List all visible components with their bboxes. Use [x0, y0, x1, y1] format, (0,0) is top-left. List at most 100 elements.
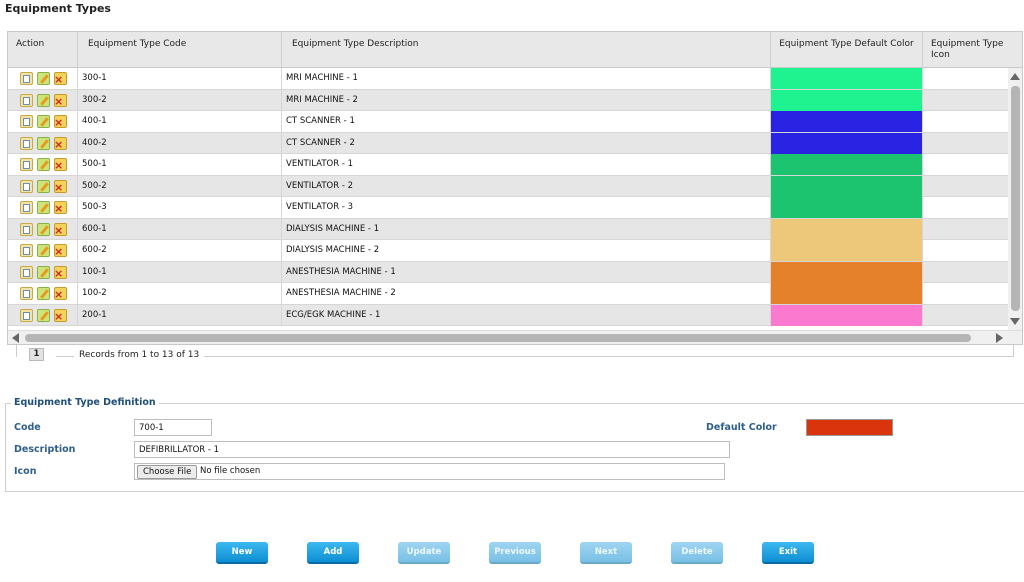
cell-description: ANESTHESIA MACHINE - 1: [282, 261, 771, 283]
description-input[interactable]: [134, 441, 730, 458]
cell-default-color: [771, 218, 923, 240]
cell-description: MRI MACHINE - 1: [282, 68, 771, 89]
edit-icon[interactable]: [37, 265, 50, 279]
view-icon[interactable]: [20, 287, 33, 300]
cell-icon: [923, 240, 1008, 261]
delete-icon[interactable]: [54, 136, 67, 150]
cell-icon: [923, 176, 1008, 197]
edit-icon[interactable]: [37, 287, 50, 300]
edit-icon[interactable]: [37, 158, 50, 171]
scroll-down-arrow-icon[interactable]: [1010, 318, 1020, 325]
add-button[interactable]: Add: [307, 542, 359, 564]
edit-icon[interactable]: [37, 72, 50, 85]
cell-default-color: [771, 154, 923, 175]
view-icon[interactable]: [20, 265, 33, 279]
horizontal-scroll-thumb[interactable]: [25, 334, 971, 342]
view-icon[interactable]: [20, 201, 33, 214]
delete-icon[interactable]: [54, 287, 67, 300]
cell-description: VENTILATOR - 1: [282, 154, 771, 175]
previous-button[interactable]: Previous: [489, 542, 541, 564]
edit-icon[interactable]: [37, 201, 50, 214]
column-header-description[interactable]: Equipment Type Description: [282, 32, 771, 68]
edit-icon[interactable]: [37, 93, 50, 107]
cell-description: DIALYSIS MACHINE - 2: [282, 240, 771, 261]
scroll-up-arrow-icon[interactable]: [1010, 73, 1020, 80]
update-button[interactable]: Update: [398, 542, 450, 564]
horizontal-scrollbar[interactable]: [8, 330, 1022, 344]
cell-description: CT SCANNER - 1: [282, 111, 771, 132]
table-row[interactable]: 400-2CT SCANNER - 2: [8, 132, 1008, 154]
edit-icon[interactable]: [37, 136, 50, 150]
cell-icon: [923, 68, 1008, 89]
new-button[interactable]: New: [216, 542, 268, 564]
delete-icon[interactable]: [54, 179, 67, 193]
delete-icon[interactable]: [54, 308, 67, 322]
delete-icon[interactable]: [54, 93, 67, 107]
edit-icon[interactable]: [37, 222, 50, 236]
delete-icon[interactable]: [54, 201, 67, 214]
scroll-left-arrow-icon[interactable]: [12, 333, 19, 343]
view-icon[interactable]: [20, 179, 33, 193]
code-input[interactable]: [134, 419, 212, 436]
edit-icon[interactable]: [37, 244, 50, 257]
cell-code: 600-2: [78, 240, 282, 261]
cell-default-color: [771, 197, 923, 218]
cell-icon: [923, 283, 1008, 304]
view-icon[interactable]: [20, 136, 33, 150]
view-icon[interactable]: [20, 222, 33, 236]
pager-divider: [16, 345, 17, 357]
delete-icon[interactable]: [54, 158, 67, 171]
cell-description: ECG/EGK MACHINE - 1: [282, 304, 771, 326]
cell-default-color: [771, 283, 923, 304]
delete-icon[interactable]: [54, 222, 67, 236]
action-icons: [20, 136, 68, 151]
view-icon[interactable]: [20, 244, 33, 257]
column-header-default-color[interactable]: Equipment Type Default Color: [771, 32, 923, 68]
delete-icon[interactable]: [54, 265, 67, 279]
vertical-scrollbar[interactable]: [1008, 68, 1022, 330]
delete-icon[interactable]: [54, 115, 67, 128]
column-header-action[interactable]: Action: [8, 32, 78, 68]
pager: 1 Records from 1 to 13 of 13: [16, 345, 1014, 367]
cell-icon: [923, 197, 1008, 218]
choose-file-button[interactable]: Choose File: [137, 465, 198, 479]
default-color-swatch[interactable]: [806, 419, 893, 436]
exit-button[interactable]: Exit: [762, 542, 814, 564]
icon-file-input[interactable]: Choose File No file chosen: [134, 463, 725, 480]
view-icon[interactable]: [20, 93, 33, 107]
edit-icon[interactable]: [37, 115, 50, 128]
view-icon[interactable]: [20, 115, 33, 128]
view-icon[interactable]: [20, 72, 33, 85]
action-icons: [20, 115, 68, 129]
column-header-code[interactable]: Equipment Type Code: [78, 32, 282, 68]
table-row[interactable]: 400-1CT SCANNER - 1: [8, 111, 1008, 133]
delete-icon[interactable]: [54, 72, 67, 85]
column-header-icon[interactable]: Equipment Type Icon: [923, 32, 1022, 68]
view-icon[interactable]: [20, 308, 33, 322]
cell-icon: [923, 133, 1008, 154]
edit-icon[interactable]: [37, 179, 50, 193]
view-icon[interactable]: [20, 158, 33, 171]
scroll-right-arrow-icon[interactable]: [996, 333, 1003, 343]
row-actions: [8, 218, 78, 240]
delete-button[interactable]: Delete: [671, 542, 723, 564]
row-actions: [8, 240, 78, 261]
page-button-1[interactable]: 1: [29, 348, 44, 361]
cell-default-color: [771, 261, 923, 283]
pager-divider: [56, 356, 1014, 357]
vertical-scroll-thumb[interactable]: [1011, 86, 1020, 311]
delete-icon[interactable]: [54, 244, 67, 257]
cell-icon: [923, 262, 1008, 283]
edit-icon[interactable]: [37, 308, 50, 322]
next-button[interactable]: Next: [580, 542, 632, 564]
